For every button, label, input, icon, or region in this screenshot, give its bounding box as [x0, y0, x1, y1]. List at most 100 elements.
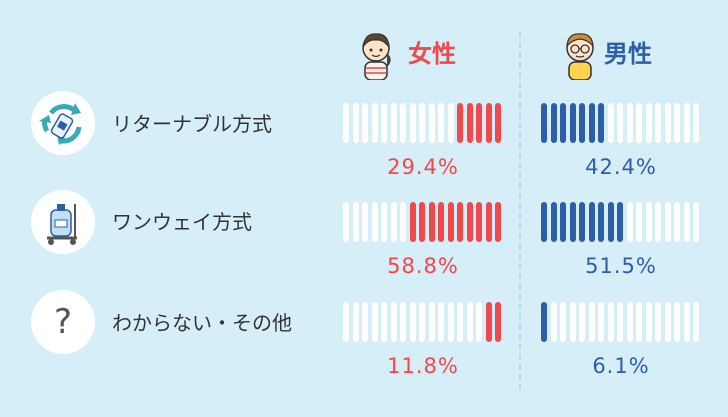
male-value-label-returnable: 42.4% [585, 155, 657, 179]
female-value-label-unknown-other: 11.8% [387, 354, 459, 378]
female-bar-segment-unknown-other-7-empty [400, 302, 406, 342]
female-bar-segment-unknown-other-15-empty [476, 302, 482, 342]
male-bar-segment-returnable-10-empty [626, 103, 633, 143]
female-bar-segment-unknown-other-4-empty [371, 302, 378, 342]
male-bar-segment-unknown-other-2-empty [550, 302, 557, 342]
male-bar-segment-returnable-7-filled [598, 103, 604, 143]
female-bar-segment-returnable-12-empty [447, 103, 454, 143]
male-value-label-unknown-other: 6.1% [592, 354, 650, 378]
female-bar-segment-returnable-14-filled [466, 103, 473, 143]
male-bar-segment-returnable-14-empty [664, 103, 671, 143]
female-bar-segment-unknown-other-12-empty [447, 302, 454, 342]
male-bar-segment-returnable-17-empty [693, 103, 699, 143]
male-bar-segment-returnable-16-empty [683, 103, 690, 143]
male-bar-segment-unknown-other-3-empty [560, 302, 566, 342]
female-bar-segment-unknown-other-13-empty [457, 302, 463, 342]
female-bar-segment-returnable-4-empty [371, 103, 378, 143]
female-bar-segment-returnable-8-empty [409, 103, 416, 143]
female-bar-segment-unknown-other-9-empty [419, 302, 425, 342]
female-bar-segment-unknown-other-3-empty [362, 302, 368, 342]
female-bar-segment-returnable-10-empty [428, 103, 435, 143]
female-bar-segment-returnable-9-empty [419, 103, 425, 143]
male-bar-segment-unknown-other-8-empty [607, 302, 614, 342]
category-label-oneway: ワンウェイ方式 [112, 210, 252, 234]
male-bar-segment-oneway-7-filled [598, 202, 604, 242]
female-bar-segment-returnable-15-filled [476, 103, 482, 143]
female-header: 女性 [408, 40, 456, 68]
male-value-label-oneway: 51.5% [585, 254, 657, 278]
male-avatar-icon [561, 28, 599, 81]
female-bar-segment-unknown-other-17-filled [495, 302, 501, 342]
male-bar-segment-unknown-other-5-empty [579, 302, 585, 342]
male-bar-segment-returnable-6-filled [588, 103, 595, 143]
female-bar-segment-returnable-16-filled [485, 103, 492, 143]
male-bar-segment-unknown-other-17-empty [693, 302, 699, 342]
female-bar-segment-oneway-1-empty [343, 202, 349, 242]
male-bar-segment-returnable-8-empty [607, 103, 614, 143]
female-bar-segment-oneway-6-empty [390, 202, 397, 242]
female-bar-segment-unknown-other-2-empty [352, 302, 359, 342]
female-bar-returnable [343, 103, 503, 143]
male-bar-segment-returnable-13-empty [655, 103, 661, 143]
female-bar-segment-oneway-17-filled [495, 202, 501, 242]
female-bar-segment-oneway-9-filled [419, 202, 425, 242]
male-bar-segment-oneway-1-filled [541, 202, 547, 242]
female-bar-segment-oneway-8-filled [409, 202, 416, 242]
male-bar-segment-oneway-16-empty [683, 202, 690, 242]
male-bar-segment-unknown-other-6-empty [588, 302, 595, 342]
male-bar-segment-oneway-5-filled [579, 202, 585, 242]
male-bar-segment-returnable-3-filled [560, 103, 566, 143]
female-bar-segment-unknown-other-6-empty [390, 302, 397, 342]
question-glyph: ? [53, 302, 73, 342]
female-bar-segment-unknown-other-16-filled [485, 302, 492, 342]
male-bar-segment-returnable-9-empty [617, 103, 623, 143]
female-bar-segment-oneway-3-empty [362, 202, 368, 242]
female-bar-segment-unknown-other-14-empty [466, 302, 473, 342]
female-value-label-oneway: 58.8% [387, 254, 459, 278]
male-bar-segment-oneway-10-empty [626, 202, 633, 242]
female-bar-segment-returnable-6-empty [390, 103, 397, 143]
question-icon: ? [31, 290, 95, 354]
male-bar-segment-oneway-13-empty [655, 202, 661, 242]
male-bar-segment-oneway-6-filled [588, 202, 595, 242]
male-bar-segment-returnable-4-filled [569, 103, 576, 143]
male-bar-segment-returnable-15-empty [674, 103, 680, 143]
female-bar-segment-oneway-2-empty [352, 202, 359, 242]
male-bar-segment-oneway-9-filled [617, 202, 623, 242]
male-header: 男性 [604, 40, 652, 68]
female-bar-segment-unknown-other-8-empty [409, 302, 416, 342]
female-bar-segment-returnable-7-empty [400, 103, 406, 143]
male-bar-segment-unknown-other-15-empty [674, 302, 680, 342]
female-bar-segment-oneway-5-empty [381, 202, 387, 242]
female-bar-segment-returnable-3-empty [362, 103, 368, 143]
male-bar-segment-returnable-11-empty [636, 103, 642, 143]
male-bar-segment-returnable-5-filled [579, 103, 585, 143]
male-bar-oneway [541, 202, 701, 242]
female-bar-segment-returnable-11-empty [438, 103, 444, 143]
female-bar-segment-oneway-4-empty [371, 202, 378, 242]
male-bar-segment-oneway-12-empty [645, 202, 652, 242]
female-bar-segment-oneway-14-filled [466, 202, 473, 242]
recycle-bottle-icon [31, 91, 95, 155]
male-bar-segment-unknown-other-16-empty [683, 302, 690, 342]
male-bar-segment-returnable-1-filled [541, 103, 547, 143]
female-bar-segment-returnable-13-filled [457, 103, 463, 143]
water-jug-cart-icon [31, 190, 95, 254]
female-bar-segment-oneway-13-filled [457, 202, 463, 242]
female-bar-segment-oneway-12-filled [447, 202, 454, 242]
male-bar-segment-oneway-17-empty [693, 202, 699, 242]
female-avatar-icon [357, 28, 395, 81]
female-bar-segment-oneway-15-filled [476, 202, 482, 242]
male-bar-segment-unknown-other-11-empty [636, 302, 642, 342]
male-bar-segment-unknown-other-12-empty [645, 302, 652, 342]
male-bar-segment-oneway-15-empty [674, 202, 680, 242]
male-bar-segment-returnable-12-empty [645, 103, 652, 143]
female-bar-segment-oneway-11-filled [438, 202, 444, 242]
female-value-label-returnable: 29.4% [387, 155, 459, 179]
male-bar-segment-oneway-4-filled [569, 202, 576, 242]
category-label-unknown-other: わからない・その他 [112, 311, 292, 335]
male-bar-segment-returnable-2-filled [550, 103, 557, 143]
male-bar-segment-oneway-11-empty [636, 202, 642, 242]
female-bar-segment-returnable-17-filled [495, 103, 501, 143]
female-bar-segment-unknown-other-5-empty [381, 302, 387, 342]
